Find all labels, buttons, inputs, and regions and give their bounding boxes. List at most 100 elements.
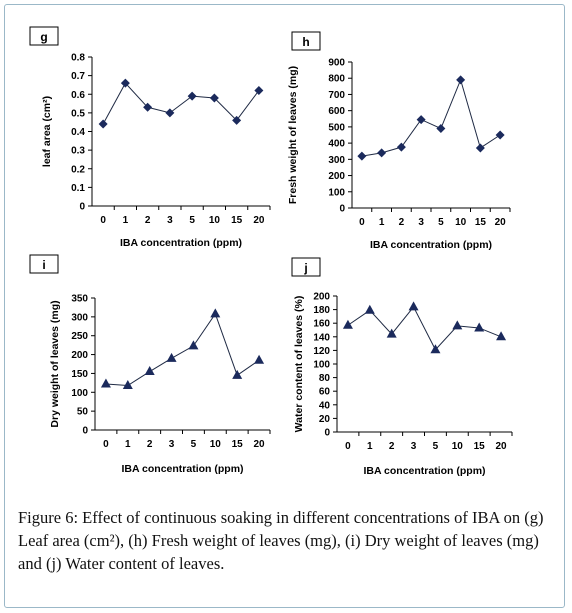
data-point <box>342 319 353 329</box>
x-tick-label: 10 <box>452 441 464 452</box>
x-tick-label: 2 <box>147 439 153 450</box>
series-line <box>105 312 260 387</box>
data-point <box>209 93 219 103</box>
data-point <box>364 304 375 314</box>
y-tick-label: 200 <box>71 350 88 361</box>
x-tick-label: 5 <box>191 439 197 450</box>
x-tick-label: 1 <box>379 217 385 228</box>
x-tick-label: 20 <box>495 217 507 228</box>
y-tick-label: 50 <box>77 407 89 418</box>
y-tick-label: 250 <box>71 331 88 342</box>
y-tick-label: 400 <box>328 139 345 150</box>
data-point <box>98 119 108 129</box>
x-tick-label: 1 <box>123 215 129 226</box>
panel-letter: i <box>29 254 59 274</box>
data-point <box>188 340 199 350</box>
panel-letter: g <box>29 26 59 46</box>
y-tick-label: 0.3 <box>71 146 85 157</box>
x-tick-label: 20 <box>254 439 266 450</box>
x-tick-label: 0 <box>100 215 106 226</box>
caption-lead: Figure 6: <box>18 508 79 527</box>
y-axis-label: Dry weight of leaves (mg) <box>49 300 61 427</box>
x-tick-label: 15 <box>474 441 486 452</box>
x-tick-label: 1 <box>367 441 373 452</box>
x-axis-label: IBA concentration (ppm) <box>121 463 243 475</box>
y-tick-label: 200 <box>313 292 330 303</box>
data-point <box>144 366 155 376</box>
y-tick-label: 180 <box>313 305 330 316</box>
y-tick-label: 100 <box>71 388 88 399</box>
y-tick-label: 20 <box>319 414 331 425</box>
x-tick-label: 3 <box>418 217 424 228</box>
caption-text: Effect of continuous soaking in differen… <box>18 508 544 573</box>
x-tick-label: 1 <box>125 439 131 450</box>
x-tick-label: 0 <box>345 441 351 452</box>
data-point <box>166 352 177 362</box>
chart-panel-h: h 0 100 200 300 400 500 600 700 800 900 0 1 2 3 5 10 15 20… <box>287 31 511 251</box>
y-tick-label: 100 <box>328 187 345 198</box>
x-tick-label: 15 <box>231 215 243 226</box>
data-point <box>232 115 242 125</box>
x-axis-label: IBA concentration (ppm) <box>120 237 242 249</box>
data-point <box>120 78 130 88</box>
data-point <box>232 369 243 379</box>
y-axis-label: Fresh weight of leaves (mg) <box>287 66 299 204</box>
y-tick-label: 60 <box>319 387 331 398</box>
x-tick-label: 3 <box>411 441 417 452</box>
panel-letter: h <box>291 31 321 51</box>
y-tick-label: 500 <box>328 122 345 133</box>
y-tick-label: 150 <box>71 369 88 380</box>
data-point <box>496 331 507 341</box>
x-tick-label: 0 <box>103 439 109 450</box>
data-point <box>254 354 265 364</box>
y-tick-label: 0.2 <box>71 164 85 175</box>
x-tick-label: 20 <box>496 441 508 452</box>
x-axis-label: IBA concentration (ppm) <box>363 465 485 477</box>
data-point <box>386 328 397 338</box>
x-tick-label: 2 <box>399 217 405 228</box>
x-tick-label: 10 <box>210 439 222 450</box>
y-tick-label: 0.5 <box>71 108 85 119</box>
y-tick-label: 0.6 <box>71 90 85 101</box>
figure-frame <box>4 4 565 608</box>
x-tick-label: 15 <box>232 439 244 450</box>
panel-letter: j <box>291 257 321 277</box>
panel-letter-text: g <box>40 30 47 44</box>
series-line <box>347 305 502 351</box>
panel-letter-box <box>29 254 59 274</box>
data-point <box>377 148 387 158</box>
x-tick-label: 5 <box>433 441 439 452</box>
data-point <box>475 143 485 153</box>
y-tick-label: 0.7 <box>71 71 85 82</box>
series-line <box>102 82 260 125</box>
y-tick-label: 0.8 <box>71 53 85 64</box>
y-tick-label: 0.4 <box>71 127 85 138</box>
data-point <box>165 108 175 118</box>
data-point <box>122 379 133 389</box>
data-point <box>210 308 221 318</box>
data-point <box>357 151 367 161</box>
y-tick-label: 0 <box>339 204 345 215</box>
data-point <box>254 86 264 96</box>
data-point <box>495 130 505 140</box>
y-tick-label: 0 <box>79 202 85 213</box>
x-tick-label: 3 <box>169 439 175 450</box>
x-tick-label: 3 <box>167 215 173 226</box>
data-point <box>408 301 419 311</box>
data-point <box>430 344 441 354</box>
y-tick-label: 80 <box>319 373 331 384</box>
x-tick-label: 20 <box>253 215 265 226</box>
data-point <box>396 142 406 152</box>
y-axis-label: leaf area (cm²) <box>41 96 53 167</box>
y-tick-label: 200 <box>328 171 345 182</box>
y-tick-label: 300 <box>71 312 88 323</box>
chart-panel-g: g 0 0.1 0.2 0.3 0.4 0.5 0.6 0.7 0.8 0 1 2 3 5 10 15 20 IBA… <box>29 26 271 249</box>
panel-letter-text: j <box>303 261 307 275</box>
y-axis-label: Water content of leaves (%) <box>293 296 305 433</box>
y-tick-label: 40 <box>319 400 331 411</box>
panel-letter-text: i <box>42 258 45 272</box>
y-tick-label: 800 <box>328 74 345 85</box>
x-tick-label: 10 <box>209 215 221 226</box>
data-point <box>100 378 111 388</box>
data-point <box>456 75 466 85</box>
